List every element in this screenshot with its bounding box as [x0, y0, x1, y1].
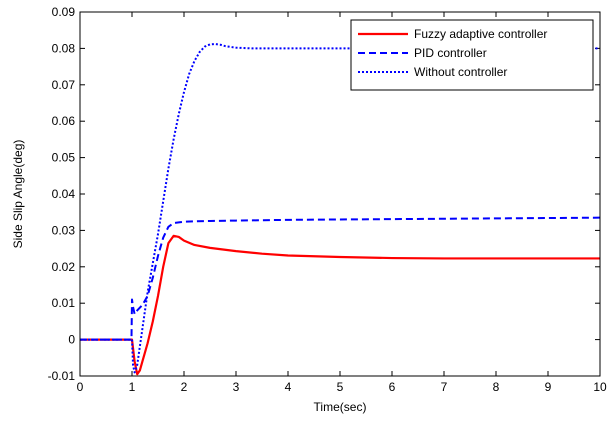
- series-line-2: [80, 216, 601, 341]
- x-tick-label: 3: [233, 380, 240, 394]
- y-tick-label: 0.06: [52, 114, 76, 128]
- y-tick-label: 0.01: [52, 296, 76, 310]
- x-tick-label: 4: [285, 380, 292, 394]
- legend-label: PID controller: [414, 46, 487, 60]
- x-axis-label: Time(sec): [314, 400, 367, 414]
- x-tick-label: 10: [593, 380, 607, 394]
- y-tick-label: 0: [68, 333, 75, 347]
- x-tick-labels: 0 1 2 3 4 5 6 7 8 9 10: [77, 380, 607, 394]
- x-tick-label: 1: [129, 380, 136, 394]
- x-tick-label: 0: [77, 380, 84, 394]
- x-tick-label: 6: [389, 380, 396, 394]
- y-axis-label: Side Slip Angle(deg): [11, 140, 25, 249]
- x-tick-label: 7: [441, 380, 448, 394]
- y-tick-label: 0.04: [52, 187, 76, 201]
- y-tick-label: 0.07: [52, 78, 76, 92]
- plot-frame: [79, 11, 601, 377]
- legend-label: Without controller: [414, 65, 507, 79]
- y-tick-label: 0.05: [52, 151, 76, 165]
- y-tick-label: 0.08: [52, 41, 76, 55]
- legend-box: [350, 19, 594, 91]
- series-lines: [80, 43, 601, 376]
- x-tick-label: 5: [337, 380, 344, 394]
- y-tick-label: 0.03: [52, 223, 76, 237]
- legend-label: Fuzzy adaptive controller: [414, 27, 547, 41]
- x-tick-label: 9: [545, 380, 552, 394]
- y-tick-label: -0.01: [48, 369, 76, 383]
- x-tick-label: 8: [493, 380, 500, 394]
- x-tick-label: 2: [181, 380, 188, 394]
- y-tick-label: 0.09: [52, 5, 76, 19]
- y-tick-labels: -0.01 0 0.01 0.02 0.03 0.04 0.05 0.06 0.07 0.08 0.…: [48, 5, 76, 383]
- y-tick-label: 0.02: [52, 260, 76, 274]
- legend: Fuzzy adaptive controller PID controller W…: [350, 19, 594, 91]
- series-line-1: [80, 234, 600, 376]
